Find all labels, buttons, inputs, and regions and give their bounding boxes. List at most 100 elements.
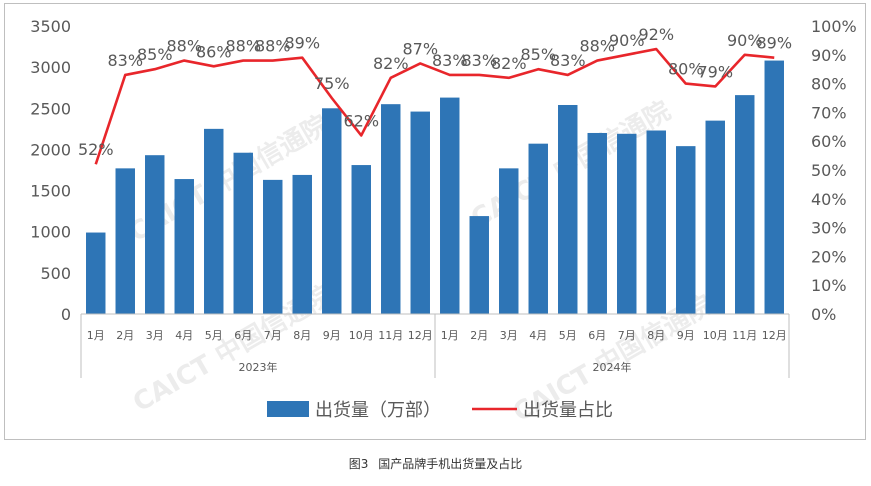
left-axis-tick-label: 1000 [30,223,71,242]
share-data-label: 83% [550,51,586,70]
x-tick-label: 3月 [500,329,518,342]
x-tick-label: 5月 [205,329,223,342]
right-axis-tick-label: 10% [811,276,847,295]
x-tick-label: 9月 [323,329,341,342]
left-axis-tick-label: 500 [40,264,71,283]
bar [587,132,607,314]
left-axis-tick-label: 3000 [30,58,71,77]
bar [440,97,460,315]
right-axis-tick-label: 90% [811,46,847,65]
left-y-axis: 0 500 1000 1500 2000 2500 3000 3500 [30,17,71,324]
share-data-label: 89% [284,34,320,53]
legend-bar-label: 出货量（万部） [315,400,441,421]
right-axis-tick-label: 40% [811,190,847,209]
bar [381,104,401,315]
right-axis-tick-label: 80% [811,75,847,94]
right-axis-tick-label: 20% [811,247,847,266]
share-data-label: 86% [196,42,232,61]
x-group-label: 2023年 [239,360,278,374]
bar [676,146,696,314]
x-tick-label: 1月 [441,329,459,342]
bar [617,133,637,314]
line-series [94,47,775,165]
share-data-label: 83% [432,51,468,70]
x-tick-label: 10月 [703,329,728,342]
left-axis-tick-label: 2000 [30,140,71,159]
x-group-label: 2024年 [593,360,632,374]
share-data-label: 92% [638,25,674,44]
right-axis-tick-label: 50% [811,161,847,180]
x-tick-label: 8月 [293,329,311,342]
share-data-label: 88% [255,37,291,56]
bar [558,104,578,314]
bar-series [86,60,784,315]
share-data-label: 80% [668,60,704,79]
bar [764,60,784,315]
x-tick-label: 1月 [87,329,105,342]
share-data-label: 89% [756,34,792,53]
right-axis-tick-label: 0% [811,305,836,324]
left-axis-tick-label: 2500 [30,99,71,118]
share-data-label: 83% [107,51,143,70]
bar [322,108,342,315]
share-data-label: 88% [579,37,615,56]
share-data-label: 82% [491,54,527,73]
bar [174,179,194,314]
right-axis-tick-label: 100% [811,17,857,36]
x-tick-label: 6月 [588,329,606,342]
x-tick-label: 12月 [408,329,433,342]
bar [410,111,430,314]
bar [499,168,519,314]
left-axis-tick-label: 1500 [30,182,71,201]
share-data-label: 90% [609,31,645,50]
right-axis-tick-label: 70% [811,103,847,122]
right-y-axis: 0% 10% 20% 30% 40% 50% 60% 70% 80% 90% 100% [811,17,857,324]
x-tick-label: 11月 [732,329,757,342]
x-tick-label: 11月 [378,329,403,342]
x-tick-label: 9月 [677,329,695,342]
legend-line-label: 出货量占比 [523,400,613,421]
x-axis: 1月 2月 3月 4月 5月 6月 7月 8月 9月 10月 11月 12月 1月 2月 3月 4月 5月 6月 7… [80,313,790,378]
left-axis-tick-label: 0 [61,305,71,324]
share-line [94,47,775,165]
line-data-labels: 52%83%85%88%86%88%88%89%75%62%82%87%83%8… [78,25,792,159]
bar [469,216,489,314]
bar [115,168,135,314]
bar [705,120,725,314]
bar [263,179,283,314]
bar [86,232,106,314]
x-tick-label: 10月 [349,329,374,342]
share-data-label: 88% [225,37,261,56]
right-axis-tick-label: 30% [811,219,847,238]
x-tick-label: 4月 [529,329,547,342]
bar [292,174,312,314]
x-tick-label: 8月 [647,329,665,342]
figure-title: 国产品牌手机出货量及占比 [378,457,523,471]
bar [735,95,755,315]
share-data-label: 83% [461,51,497,70]
share-data-label: 90% [727,31,763,50]
figure-caption: 图3 国产品牌手机出货量及占比 [0,455,871,472]
bar [204,128,224,314]
x-tick-label: 2月 [470,329,488,342]
left-axis-tick-label: 3500 [30,17,71,36]
x-tick-label: 5月 [559,329,577,342]
x-tick-label: 12月 [762,329,787,342]
bar [145,155,165,314]
share-data-label: 52% [78,140,114,159]
share-data-label: 79% [697,62,733,81]
share-data-label: 87% [402,39,438,58]
share-data-label: 85% [137,45,173,64]
x-tick-label: 4月 [175,329,193,342]
x-tick-label: 7月 [264,329,282,342]
figure-number: 图3 [348,457,369,471]
share-data-label: 85% [520,45,556,64]
right-axis-tick-label: 60% [811,132,847,151]
share-data-label: 88% [166,37,202,56]
share-data-label: 75% [314,74,350,93]
bar [646,130,666,314]
x-tick-label: 7月 [618,329,636,342]
legend-bar-swatch [267,401,309,417]
